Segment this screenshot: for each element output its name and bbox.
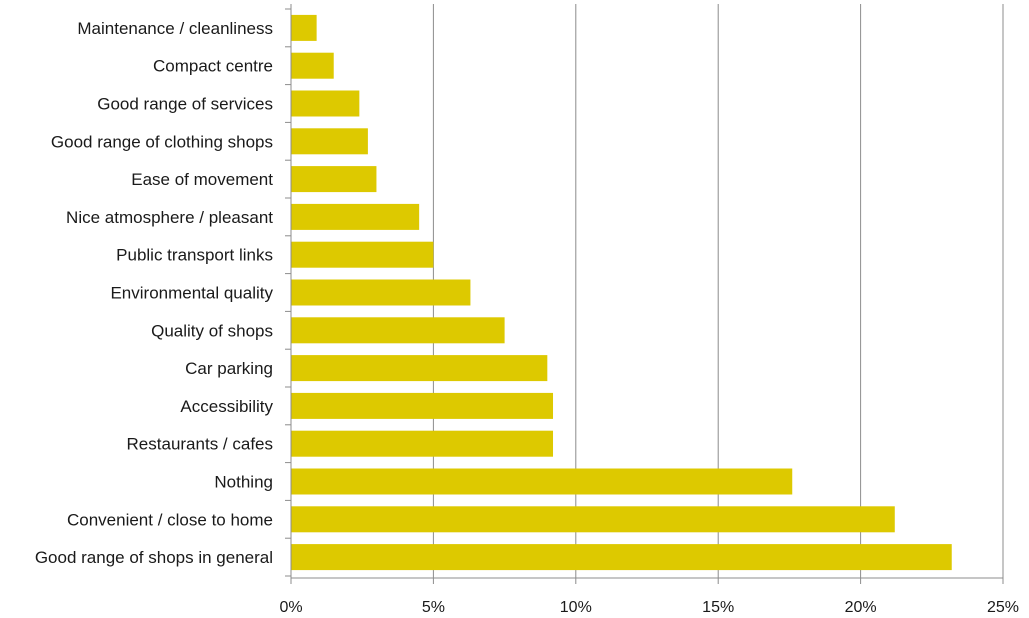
bar	[291, 544, 952, 571]
tick-labels: 0% 5% 10% 15% 20% 25%	[279, 599, 1019, 616]
bar	[291, 317, 505, 344]
category-label: Quality of shops	[151, 321, 273, 340]
bar	[291, 203, 420, 230]
axes	[285, 4, 1004, 584]
x-tick-label: 10%	[560, 599, 592, 616]
bar	[291, 430, 554, 457]
category-label: Maintenance / cleanliness	[77, 19, 273, 38]
x-tick-label: 20%	[845, 599, 877, 616]
x-tick-label: 25%	[987, 599, 1019, 616]
bar	[291, 355, 548, 382]
category-labels: Maintenance / cleanliness Compact centre G…	[35, 19, 274, 567]
category-label: Restaurants / cafes	[127, 435, 273, 454]
bars	[291, 14, 952, 571]
category-label: Compact centre	[153, 57, 273, 76]
bar	[291, 468, 793, 495]
category-label: Accessibility	[180, 397, 273, 416]
category-label: Good range of services	[97, 95, 273, 114]
category-label: Good range of clothing shops	[51, 132, 273, 151]
category-label: Car parking	[185, 359, 273, 378]
x-tick-label: 15%	[702, 599, 734, 616]
bar	[291, 166, 377, 193]
category-label: Convenient / close to home	[67, 510, 273, 529]
bar	[291, 279, 471, 306]
category-label: Good range of shops in general	[35, 548, 273, 567]
x-tick-label: 5%	[422, 599, 445, 616]
category-label: Nothing	[214, 473, 273, 492]
bar	[291, 128, 368, 155]
category-label: Nice atmosphere / pleasant	[66, 208, 273, 227]
category-label: Public transport links	[116, 246, 273, 265]
bar	[291, 241, 434, 268]
bar	[291, 90, 360, 117]
bar	[291, 14, 317, 41]
category-label: Environmental quality	[110, 284, 273, 303]
bar	[291, 392, 554, 419]
bar	[291, 52, 334, 79]
x-tick-label: 0%	[279, 599, 302, 616]
bar	[291, 506, 895, 533]
category-label: Ease of movement	[131, 170, 273, 189]
